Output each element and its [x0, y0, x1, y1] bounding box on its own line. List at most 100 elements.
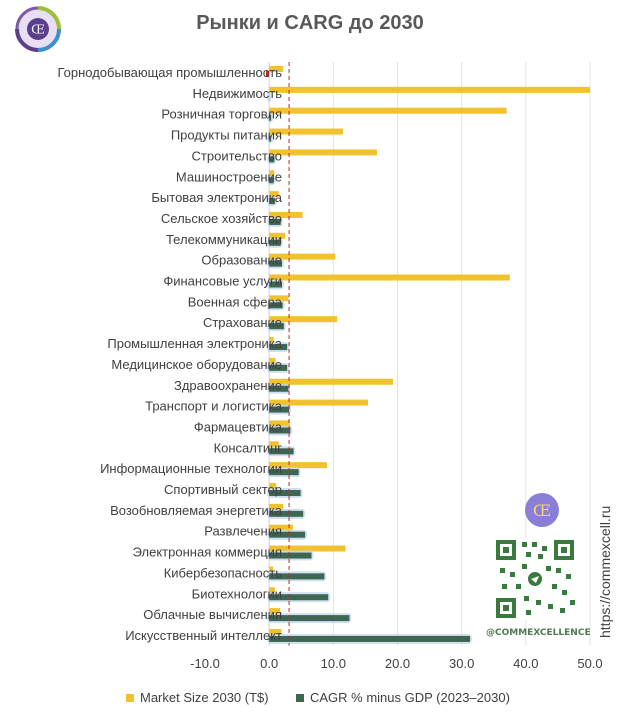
- bar-market: [269, 628, 282, 635]
- category-label: Образование: [201, 253, 282, 268]
- bar-market: [269, 587, 275, 594]
- side-url-text: https://commexcell.ru: [597, 506, 613, 638]
- qr-logo-monogram: Œ: [533, 501, 551, 520]
- bar-cagr: [269, 594, 329, 601]
- bars: [265, 66, 590, 644]
- x-tick-label: 50.0: [577, 656, 602, 671]
- bar-market: [269, 232, 286, 239]
- category-label: Транспорт и логистика: [145, 399, 283, 414]
- bar-market: [269, 295, 289, 302]
- bar-cagr: [269, 406, 290, 413]
- side-url: https://commexcell.ru: [597, 506, 613, 638]
- qr-handle: @COMMEXCELLENCE: [486, 628, 591, 638]
- bar-cagr-glow: [267, 91, 272, 102]
- bar-market: [269, 149, 377, 156]
- bar-market: [269, 107, 507, 114]
- category-label: Страхование: [203, 315, 282, 330]
- category-label: Промышленная электроника: [107, 336, 282, 351]
- category-label: Биотехнологии: [192, 586, 282, 601]
- bar-cagr: [269, 156, 275, 163]
- bar-cagr: [269, 281, 282, 288]
- bar-cagr: [269, 490, 301, 496]
- chart-title: Рынки и CARG до 2030: [196, 12, 424, 34]
- bar-cagr: [269, 615, 350, 622]
- bar-cagr: [269, 198, 275, 205]
- category-label: Горнодобывающая промышленность: [57, 65, 282, 80]
- bar-cagr: [269, 552, 312, 559]
- x-tick-label: 10.0: [321, 656, 346, 671]
- bar-market: [269, 441, 279, 448]
- bar-market: [269, 66, 284, 72]
- category-label: Военная сфера: [188, 294, 283, 309]
- bar-market: [269, 524, 293, 531]
- category-label: Развлечения: [204, 524, 282, 539]
- brand-logo: Œ: [15, 6, 61, 52]
- bar-cagr: [269, 218, 281, 225]
- x-tick-label: 30.0: [449, 656, 474, 671]
- bar-cagr: [269, 260, 282, 267]
- category-label: Машиностроение: [176, 169, 282, 184]
- bar-market: [269, 170, 275, 177]
- bar-market: [269, 211, 303, 218]
- bar-market: [269, 337, 274, 344]
- category-label: Возобновляемая энергетика: [110, 503, 283, 518]
- category-label: Продукты питания: [171, 128, 282, 143]
- bar-cagr: [269, 344, 288, 351]
- bar-market: [269, 86, 590, 93]
- category-label: Телекоммуникации: [166, 232, 282, 247]
- bar-market: [269, 378, 394, 385]
- bar-market: [269, 191, 279, 198]
- bar-market: [269, 566, 274, 573]
- bar-market: [269, 420, 290, 427]
- category-label: Финансовые услуги: [163, 274, 282, 289]
- legend-swatch-market: [126, 694, 134, 702]
- category-label: Облачные вычисления: [143, 607, 282, 622]
- bar-cagr: [269, 510, 304, 517]
- bar-cagr: [269, 114, 272, 121]
- category-label: Фармацевтика: [194, 419, 283, 434]
- bar-cagr: [269, 573, 325, 580]
- x-tick-label: -10.0: [190, 656, 220, 671]
- category-labels: Горнодобывающая промышленность Недвижимос…: [57, 65, 282, 643]
- bar-cagr: [269, 135, 272, 142]
- bar-cagr: [269, 364, 288, 371]
- bar-cagr: [269, 239, 281, 246]
- category-label: Недвижимость: [193, 86, 283, 101]
- category-label: Розничная торговля: [161, 107, 282, 122]
- bar-market: [269, 503, 284, 510]
- bar-cagr: [269, 531, 306, 538]
- bar-cagr: [269, 427, 291, 434]
- bar-market: [269, 545, 346, 552]
- x-tick-label: 0.0: [260, 656, 278, 671]
- bar-cagr: [269, 323, 284, 330]
- bar-market: [269, 316, 338, 323]
- bar-market: [269, 357, 276, 364]
- category-label: Кибербезопасность: [164, 565, 283, 580]
- bar-market: [269, 253, 336, 260]
- bar-cagr: [269, 635, 471, 642]
- bar-market: [269, 462, 327, 469]
- x-tick-label: 20.0: [385, 656, 410, 671]
- qr-promo: Œ: [486, 488, 586, 648]
- logo-monogram: Œ: [31, 23, 45, 37]
- bar-cagr: [269, 302, 283, 309]
- category-label: Бытовая электроника: [151, 190, 282, 205]
- x-tick-label: 40.0: [513, 656, 538, 671]
- x-axis-ticks: -10.0 0.0 10.0 20.0 30.0 40.0 50.0: [190, 656, 602, 671]
- bar-cagr: [269, 177, 274, 184]
- category-label: Информационные технологии: [100, 461, 282, 476]
- bar-cagr: [269, 448, 294, 455]
- category-label: Здравоохранение: [174, 378, 282, 393]
- bar-market: [269, 608, 281, 615]
- bar-cagr: [269, 385, 289, 392]
- category-label: Искусственный интеллект: [125, 628, 282, 643]
- qr-graphic: Œ: [494, 493, 576, 620]
- category-label: Строительство: [192, 148, 282, 163]
- category-label: Спортивный сектор: [164, 482, 282, 497]
- bar-cagr: [269, 469, 299, 476]
- category-label: Медицинское оборудование: [111, 357, 282, 372]
- bar-market: [269, 483, 277, 489]
- legend-swatch-cagr: [296, 694, 304, 702]
- bar-market: [269, 274, 510, 281]
